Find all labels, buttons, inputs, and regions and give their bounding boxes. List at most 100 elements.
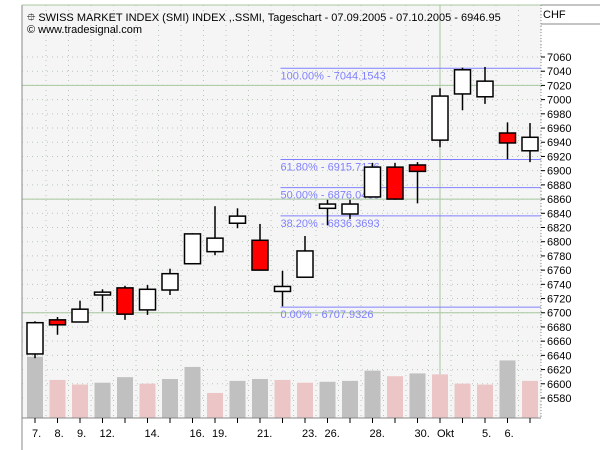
candle-body — [138, 288, 157, 311]
y-tick-label: 6720 — [547, 294, 571, 306]
x-tick-label: 28. — [370, 428, 385, 440]
candle-body — [498, 132, 517, 144]
volume-bar — [184, 366, 201, 418]
candle — [296, 236, 314, 278]
chart-title-text: SWISS MARKET INDEX (SMI) INDEX ,.SSMI, T… — [38, 12, 501, 24]
volume-bar — [432, 374, 448, 418]
volume-bar — [229, 380, 246, 418]
volume-bar — [297, 382, 313, 418]
volume-bar — [252, 379, 268, 418]
candle-body — [386, 166, 404, 200]
y-tick-label: 6620 — [547, 365, 571, 377]
candle-body — [161, 272, 179, 291]
x-tick-label: 8. — [55, 428, 64, 440]
candle — [363, 162, 382, 198]
volume-bar — [477, 384, 493, 418]
candle-body — [296, 250, 314, 278]
x-tick-label: 7. — [32, 428, 41, 440]
candle — [408, 162, 427, 204]
candle-body — [341, 203, 359, 215]
volume-bar — [342, 380, 358, 418]
fib-level-label: 0.00% - 6707.9326 — [281, 309, 374, 321]
volume-bar — [27, 356, 43, 418]
candle — [431, 88, 449, 148]
currency-label: CHF — [543, 9, 566, 21]
y-tick-label: 6820 — [547, 222, 571, 234]
candle-body — [206, 237, 224, 253]
x-tick-label: 21. — [257, 428, 272, 440]
y-tick-label: 6900 — [547, 166, 571, 178]
candle-body — [408, 164, 427, 173]
y-tick-label: 7060 — [547, 52, 571, 64]
y-tick-label: 6700 — [547, 308, 571, 320]
volume-bar — [522, 380, 538, 418]
candle-body — [116, 287, 134, 315]
x-tick-label: 16. — [190, 428, 205, 440]
y-tick-label: 6940 — [547, 137, 571, 149]
volume-bar — [207, 392, 223, 418]
y-tick-label: 6740 — [547, 279, 571, 291]
y-tick-label: 6660 — [547, 336, 571, 348]
x-tick-label: Okt — [437, 428, 454, 440]
candle — [48, 317, 67, 335]
candle-body — [26, 321, 44, 355]
candle-body — [71, 308, 89, 323]
volume-bar — [499, 360, 516, 418]
candle — [273, 270, 292, 307]
y-tick-label: 6760 — [547, 265, 571, 277]
candle — [251, 223, 269, 271]
y-tick-label: 7040 — [547, 66, 571, 78]
x-tick-label: 19. — [212, 428, 227, 440]
volume-bar — [364, 370, 381, 418]
x-tick-label: 23. — [302, 428, 317, 440]
candle-body — [318, 203, 337, 210]
candle — [161, 268, 179, 295]
x-tick-label: 12. — [100, 428, 115, 440]
candle — [341, 199, 359, 219]
candle — [476, 66, 494, 104]
candle — [206, 206, 224, 256]
y-tick-label: 6860 — [547, 194, 571, 206]
chart-title: ⯐ SWISS MARKET INDEX (SMI) INDEX ,.SSMI,… — [27, 9, 501, 28]
candle — [386, 162, 404, 200]
fib-level-label: 50.00% - 6876.0435 — [281, 190, 380, 202]
volume-bar — [409, 373, 426, 418]
y-tick-label: 6680 — [547, 322, 571, 334]
fib-level-label: 61.80% - 6915.7176 — [281, 161, 380, 173]
y-tick-label: 6780 — [547, 251, 571, 263]
y-tick-label: 6640 — [547, 350, 571, 362]
fib-level-label: 100.00% - 7044.1543 — [281, 70, 386, 82]
volume-bar — [139, 383, 156, 418]
volume-bar — [387, 376, 403, 418]
volume-bar — [162, 379, 178, 418]
volume-bar — [454, 383, 471, 418]
copyright-text: © www.tradesignal.com — [27, 24, 143, 36]
candle-body — [93, 291, 112, 296]
y-tick-label: 6580 — [547, 393, 571, 405]
plot-background — [22, 5, 541, 418]
y-tick-label: 7020 — [547, 80, 571, 92]
candle-body — [431, 95, 449, 141]
candle — [93, 289, 112, 312]
candle-body — [363, 166, 382, 198]
candle — [318, 199, 337, 226]
candle — [453, 67, 472, 111]
x-tick-label: 5. — [482, 428, 491, 440]
candle — [116, 285, 134, 320]
candle — [228, 208, 247, 229]
candle — [498, 122, 517, 160]
candle — [183, 233, 202, 265]
candle-body — [251, 239, 269, 271]
y-tick-label: 6840 — [547, 208, 571, 220]
candle — [71, 300, 89, 323]
candle — [521, 123, 539, 163]
y-tick-label: 7000 — [547, 95, 571, 107]
candle — [26, 321, 44, 359]
candle-body — [273, 285, 292, 293]
volume-bar — [49, 379, 66, 418]
volume-bar — [274, 379, 291, 418]
candle-body — [476, 80, 494, 98]
candle-body — [228, 215, 247, 224]
x-tick-label: 14. — [145, 428, 160, 440]
